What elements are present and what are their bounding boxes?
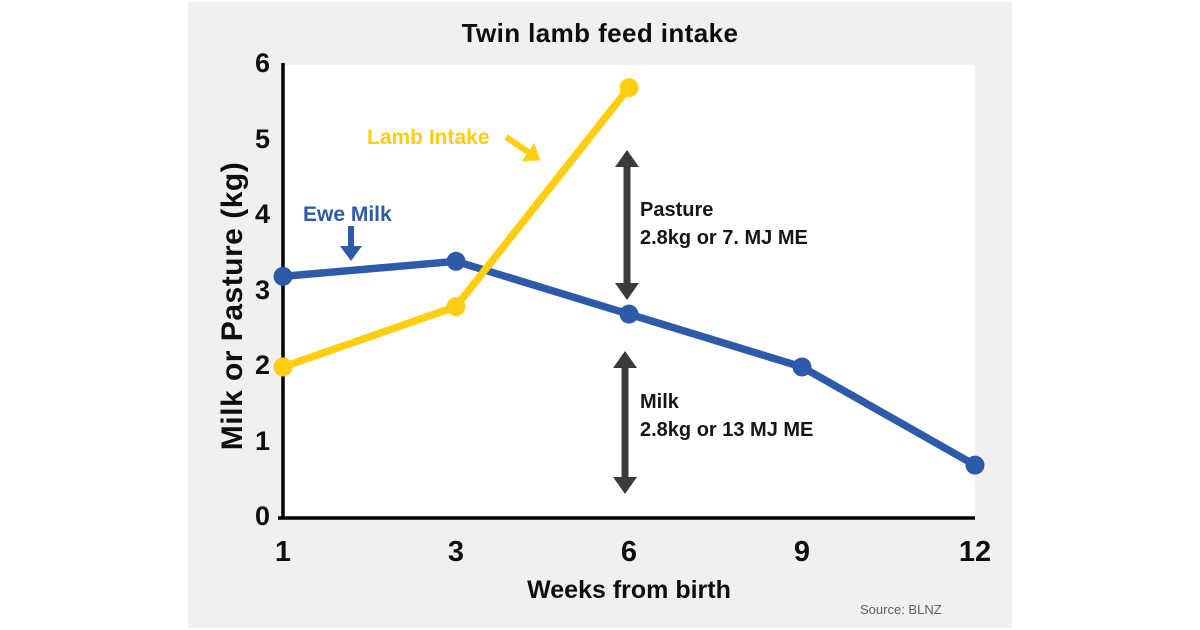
y-tick-label: 2	[254, 350, 270, 380]
pasture-annotation: Pasture 2.8kg or 7. MJ ME	[640, 196, 808, 252]
pasture-annotation-value: 2.8kg or 7. MJ ME	[640, 227, 808, 249]
ewe-milk-data-point	[446, 251, 466, 271]
x-tick-label: 3	[447, 536, 465, 568]
lamb-intake-data-point	[446, 297, 466, 317]
x-tick-label: 9	[793, 536, 811, 568]
series-label-ewe-milk: Ewe Milk	[303, 203, 392, 226]
ewe-milk-pointer-arrow-head	[340, 246, 362, 261]
ewe-milk-data-point	[792, 357, 812, 377]
lamb-intake-data-point	[273, 357, 293, 377]
lamb-intake-pointer-arrow-head	[521, 142, 541, 162]
milk-annotation: Milk 2.8kg or 13 MJ ME	[640, 388, 813, 444]
axis-lines	[278, 63, 975, 520]
pasture-annotation-title: Pasture	[640, 199, 714, 221]
x-tick-label: 1	[274, 536, 292, 568]
x-tick-label: 6	[620, 536, 638, 568]
lamb-intake-pointer-arrow	[504, 134, 530, 155]
lamb-intake-data-point	[619, 78, 639, 98]
milk-range-arrow-head	[613, 477, 637, 494]
y-tick-label: 5	[254, 123, 270, 154]
milk-annotation-value: 2.8kg or 13 MJ ME	[640, 419, 814, 441]
chart-title: Twin lamb feed intake	[461, 18, 739, 48]
ewe-milk-data-point	[273, 266, 293, 286]
source-note: Source: BLNZ	[860, 602, 942, 617]
series-label-lamb-intake: Lamb Intake	[367, 126, 490, 149]
x-tick-label: 12	[958, 536, 992, 568]
pasture-range-arrow-head	[615, 283, 639, 300]
ewe-milk-data-point	[619, 304, 639, 324]
x-axis-title: Weeks from birth	[527, 576, 731, 604]
y-tick-label: 6	[254, 48, 270, 78]
y-tick-label: 4	[254, 199, 270, 229]
pasture-range-arrow-head	[615, 150, 639, 167]
y-tick-label: 0	[254, 501, 270, 531]
milk-range-arrow-head	[613, 351, 637, 368]
milk-annotation-title: Milk	[640, 391, 679, 413]
y-tick-label: 1	[254, 425, 270, 456]
y-tick-label: 3	[254, 274, 270, 305]
ewe-milk-data-point	[965, 455, 985, 475]
